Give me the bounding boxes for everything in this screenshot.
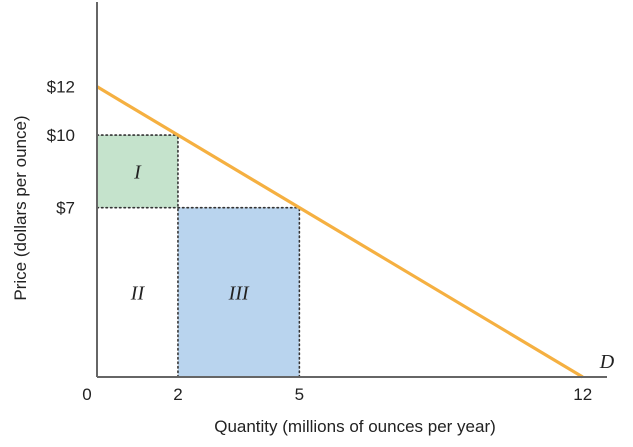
regions-layer	[97, 135, 300, 377]
y-tick-label-12: $12	[47, 78, 75, 97]
curve-layer	[96, 85, 584, 379]
demand-curve-label: D	[599, 351, 615, 373]
x-tick-label-12: 12	[573, 385, 592, 404]
region-iii-label: III	[228, 282, 250, 304]
region-ii-label: II	[130, 282, 146, 304]
region-i-label: I	[133, 161, 142, 183]
region-i-area	[97, 135, 178, 208]
x-tick-label-0: 0	[82, 385, 91, 404]
y-axis-title: Price (dollars per ounce)	[11, 115, 30, 300]
x-tick-label-2: 2	[173, 385, 182, 404]
guides-layer	[96, 134, 301, 378]
region-ii-area	[97, 207, 178, 377]
region-iii-area	[177, 207, 300, 377]
y-tick-label-10: $10	[47, 126, 75, 145]
x-axis-title: Quantity (millions of ounces per year)	[214, 417, 496, 436]
x-tick-label-5: 5	[295, 385, 304, 404]
axes-layer	[96, 2, 607, 378]
y-tick-label-7: $7	[56, 199, 75, 218]
demand-curve	[96, 85, 584, 379]
